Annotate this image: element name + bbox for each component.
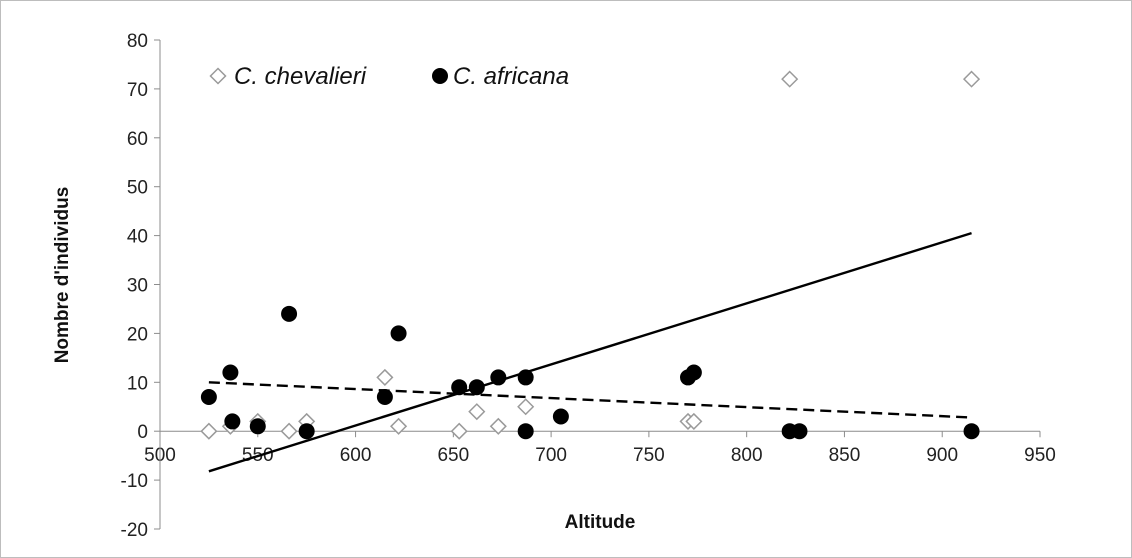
point-c-africana (200, 388, 217, 405)
point-c-chevalieri (280, 422, 298, 440)
point-c-chevalieri (376, 368, 394, 386)
legend-label-c-chevalieri: C. chevalieri (234, 63, 367, 90)
point-c-africana (222, 364, 239, 381)
point-c-chevalieri (517, 398, 535, 416)
point-c-africana (298, 423, 315, 440)
point-c-africana (517, 423, 534, 440)
trendlines (208, 232, 972, 473)
y-axis-ticks: -20 -10 0 10 20 30 40 50 60 70 80 (121, 31, 160, 541)
trendline-c-africana (208, 232, 972, 473)
point-c-chevalieri (962, 70, 981, 88)
point-c-africana (281, 305, 298, 322)
point-c-africana (685, 364, 702, 381)
y-axis-title: Nombre d'individus (52, 187, 73, 364)
point-c-africana (552, 408, 569, 425)
point-c-chevalieri (450, 422, 468, 440)
y-tick-label: 40 (127, 227, 148, 248)
x-tick-label: 800 (731, 445, 763, 466)
y-tick-label: 30 (127, 276, 148, 297)
point-c-africana (490, 369, 507, 386)
y-tick-label: -20 (121, 520, 148, 541)
point-c-chevalieri (685, 412, 703, 430)
y-tick-label: -10 (121, 471, 148, 492)
x-axis-title: Altitude (565, 512, 636, 533)
x-tick-label: 850 (829, 445, 861, 466)
x-tick-label: 900 (926, 445, 958, 466)
point-c-africana (249, 418, 266, 435)
x-tick-label: 600 (340, 445, 372, 466)
y-tick-label: 50 (127, 178, 148, 199)
data-points (200, 70, 981, 440)
x-tick-label: 650 (437, 445, 469, 466)
point-c-africana (390, 325, 407, 342)
point-c-africana (376, 388, 393, 405)
point-c-chevalieri (489, 417, 507, 435)
point-c-africana (451, 379, 468, 396)
point-c-chevalieri (781, 70, 799, 88)
point-c-africana (224, 413, 241, 430)
point-c-chevalieri (390, 417, 408, 435)
y-tick-label: 60 (127, 129, 148, 150)
point-c-chevalieri (200, 422, 218, 440)
legend-marker-c-africana (432, 68, 448, 84)
y-tick-label: 0 (137, 422, 148, 443)
x-tick-label: 700 (535, 445, 567, 466)
legend-label-c-africana: C. africana (453, 63, 569, 90)
trendline-c-chevalieri (208, 381, 972, 419)
y-tick-label: 20 (127, 324, 148, 345)
point-c-africana (517, 369, 534, 386)
point-c-africana (791, 423, 808, 440)
legend: C. chevalieri C. africana (209, 63, 569, 90)
point-c-chevalieri (468, 403, 486, 421)
y-tick-label: 80 (127, 31, 148, 52)
y-tick-label: 70 (127, 80, 148, 101)
y-tick-label: 10 (127, 373, 148, 394)
point-c-africana (963, 423, 980, 440)
x-tick-label: 750 (633, 445, 665, 466)
point-c-africana (468, 379, 485, 396)
x-tick-label: 950 (1024, 445, 1056, 466)
legend-marker-c-chevalieri (209, 67, 227, 85)
